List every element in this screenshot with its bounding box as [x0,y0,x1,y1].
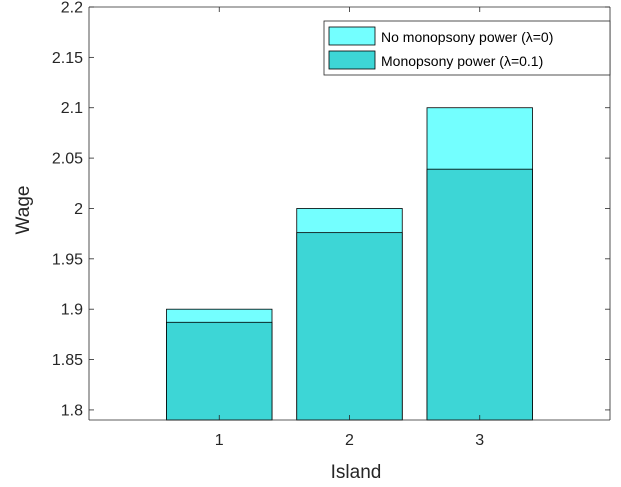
y-tick-label: 1.85 [52,352,83,369]
y-tick-label: 2.1 [61,100,83,117]
legend-label-monopsony: Monopsony power (λ=0.1) [381,53,543,69]
y-tick-label: 2 [74,201,83,218]
y-axis-title: Wage [13,186,34,235]
bars-layer [166,107,533,421]
legend: No monopsony power (λ=0) Monopsony power… [323,20,611,76]
legend-swatch-no-monopsony [328,26,376,46]
ticks-layer: 1.8 1.85 1.9 1.95 2 2.05 2.1 2.15 2.2 1 2 3 [52,0,610,449]
x-tick-label: 2 [345,432,354,449]
y-tick-label: 2.2 [61,0,83,17]
x-tick-label: 3 [475,432,484,449]
x-axis-title: Island [331,462,382,483]
bar-series-2-island-1 [166,321,273,421]
bar-series-2-island-3 [426,168,533,421]
x-tick-label: 1 [215,432,224,449]
y-tick-label: 2.05 [52,151,83,168]
y-tick-label: 1.95 [52,251,83,268]
y-tick-label: 1.8 [61,402,83,419]
y-tick-label: 1.9 [61,302,83,319]
bar-series-2-island-2 [296,232,403,421]
legend-label-no-monopsony: No monopsony power (λ=0) [381,29,553,45]
legend-swatch-monopsony [328,50,376,70]
y-tick-label: 2.15 [52,50,83,67]
